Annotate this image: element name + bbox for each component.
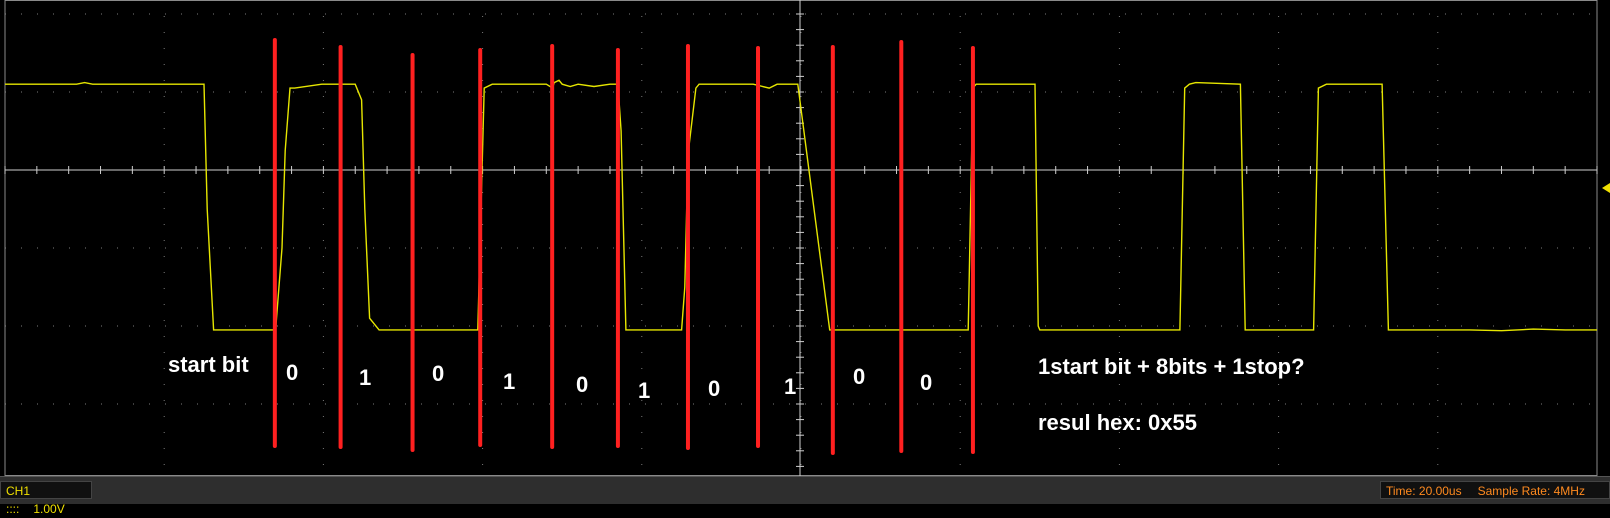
grid [4,0,1598,476]
bit-value-label: 0 [920,370,932,395]
signal-trace [5,79,1597,332]
bit-value-label: 0 [432,361,444,386]
channel-label: CH1 :::: [6,484,31,516]
center-axes [4,0,1598,476]
bit-boundary-markers [272,38,975,455]
status-bar: CH1 :::: 1.00V Time: 20.00us Sample Rate: … [0,476,1610,516]
start-bit-label: start bit [168,352,249,377]
result-hex-note: resul hex: 0x55 [1038,410,1197,435]
waveform-chart: start bit 0 1 0 1 0 1 0 1 0 0 1start bit + 8bits +… [4,0,1610,476]
bit-value-label: 1 [638,378,650,403]
bit-value-label: 0 [286,360,298,385]
bit-value-label: 0 [576,372,588,397]
volts-per-div: 1.00V [33,502,65,516]
bit-value-label: 1 [784,374,796,399]
trigger-level-marker[interactable] [1602,183,1610,193]
time-per-div: Time: 20.00us [1386,484,1462,498]
bit-value-label: 0 [853,364,865,389]
oscilloscope-display: start bit 0 1 0 1 0 1 0 1 0 0 1start bit + 8bits +… [4,0,1610,476]
sample-rate: Sample Rate: 4MHz [1477,484,1585,498]
bit-value-label: 0 [708,376,720,401]
channel-indicator[interactable]: CH1 :::: 1.00V [0,481,92,516]
bit-value-label: 1 [359,365,371,390]
plot-frame [4,0,1598,476]
timebase-indicator: Time: 20.00us Sample Rate: 4MHz [1380,481,1610,499]
frame-format-note: 1start bit + 8bits + 1stop? [1038,354,1305,379]
bit-value-label: 1 [503,369,515,394]
bit-labels: start bit 0 1 0 1 0 1 0 1 0 0 [168,352,932,403]
